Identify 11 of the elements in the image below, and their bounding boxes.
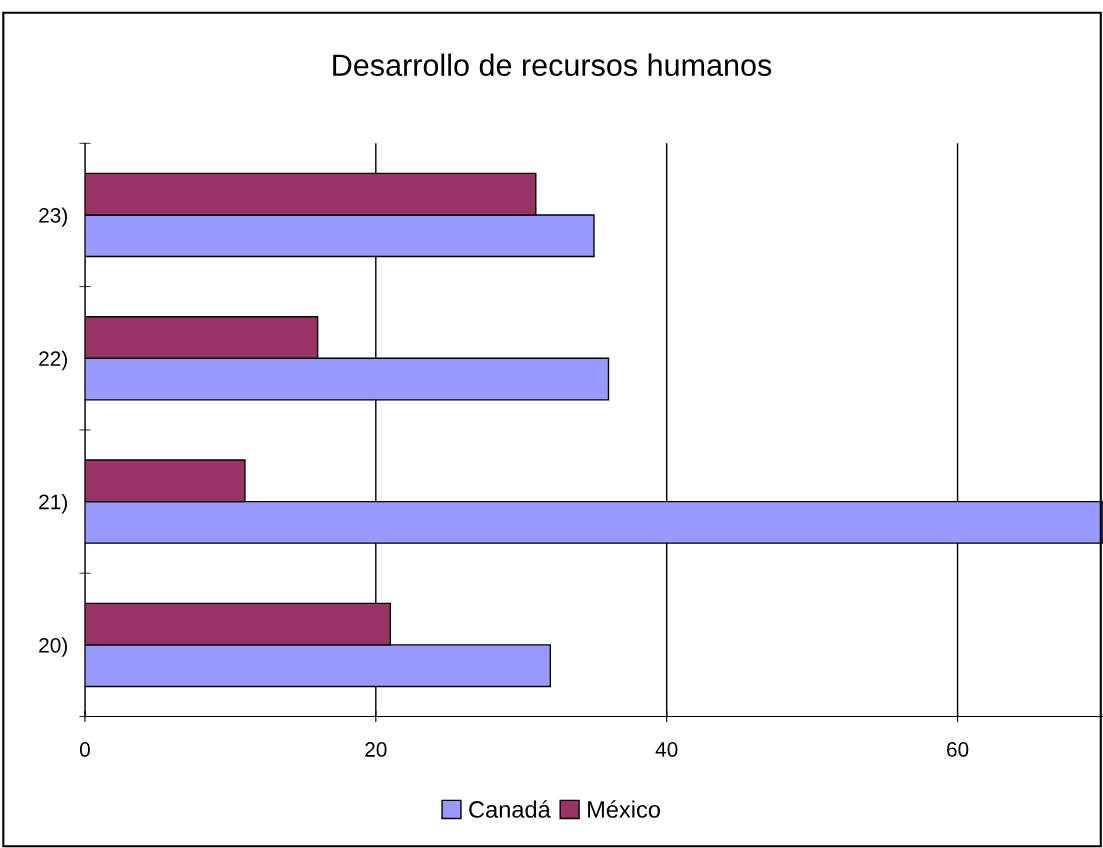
y-tick-label: 23): [39, 207, 67, 227]
x-tick-label: 0: [79, 742, 90, 757]
y-tick-label: 20): [39, 637, 67, 657]
y-tick-label: 22): [39, 350, 67, 371]
y-tick-label: 21): [39, 494, 67, 514]
legend-label: Canadá: [469, 800, 551, 818]
x-tick-label: 60: [947, 742, 969, 757]
legend-label: México: [588, 800, 660, 818]
chart-title: Desarrollo de recursos humanos: [333, 53, 772, 77]
x-tick-label: 20: [365, 742, 387, 757]
x-tick-label: 40: [655, 742, 678, 757]
